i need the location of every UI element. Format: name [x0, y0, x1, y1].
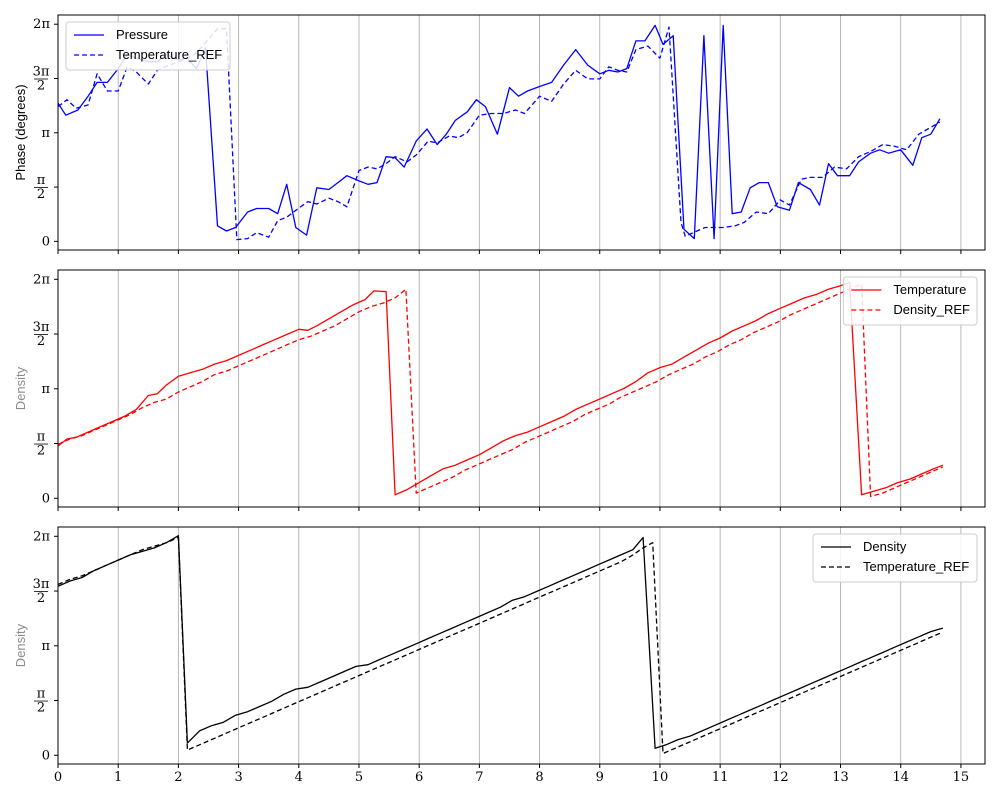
x-tick-label: 5	[355, 770, 363, 785]
y-tick-label: 2π	[33, 17, 50, 32]
series-line-temperature	[57, 281, 944, 496]
y-tick-label-denominator: 2	[37, 701, 45, 716]
legend-label: Temperature_REF	[116, 47, 222, 62]
x-tick-label: 6	[415, 770, 423, 785]
x-tick-label: 13	[832, 770, 849, 785]
y-tick-label-denominator: 2	[37, 444, 45, 459]
x-tick-label: 15	[953, 770, 970, 785]
legend-label: Pressure	[116, 27, 168, 42]
legend-label: Temperature_REF	[863, 559, 969, 574]
y-tick-label-denominator: 2	[37, 79, 45, 94]
x-tick-label: 2	[174, 770, 182, 785]
panel-density: 0 1 2 3 4 5 6 7 8 9 10 11 12 13 14 150π2π3π22πDensityDe…	[13, 526, 986, 785]
legend-label: Temperature	[893, 282, 966, 297]
legend-box	[812, 533, 978, 583]
y-axis-label: Phase (degrees)	[13, 84, 28, 180]
y-tick-label: 2π	[33, 272, 50, 287]
y-tick-label: π	[37, 173, 46, 188]
x-tick-label: 9	[596, 770, 604, 785]
legend-label: Density	[863, 539, 907, 554]
x-tick-label: 7	[475, 770, 483, 785]
legend-box	[842, 276, 978, 326]
y-tick-label-denominator: 2	[37, 591, 45, 606]
series-line-density-ref	[57, 283, 944, 498]
legend-label: Density_REF	[893, 302, 970, 317]
y-tick-label: π	[41, 126, 50, 141]
x-tick-label: 12	[772, 770, 789, 785]
y-tick-label: 0	[42, 748, 50, 763]
x-tick-label: 14	[892, 770, 909, 785]
series-line-density	[57, 535, 944, 749]
x-tick-label: 0	[54, 770, 62, 785]
y-tick-label: π	[41, 382, 50, 397]
y-axis-label: Density	[13, 366, 28, 410]
y-tick-label: 3π	[33, 320, 50, 335]
y-tick-label: 3π	[33, 577, 50, 592]
y-tick-label: 0	[42, 491, 50, 506]
y-tick-label: π	[37, 430, 46, 445]
y-tick-label: π	[41, 639, 50, 654]
x-tick-label: 11	[712, 770, 729, 785]
x-tick-label: 1	[114, 770, 122, 785]
y-axis-label: Density	[13, 623, 28, 667]
legend-box	[65, 21, 231, 71]
x-tick-label: 8	[535, 770, 543, 785]
series-line-temperature-ref	[57, 536, 941, 755]
y-tick-label: π	[37, 687, 46, 702]
y-tick-label: 3π	[33, 65, 50, 80]
x-tick-label: 10	[652, 770, 669, 785]
x-tick-label: 3	[234, 770, 242, 785]
y-tick-label-denominator: 2	[37, 334, 45, 349]
y-tick-label: 2π	[33, 529, 50, 544]
y-tick-label-denominator: 2	[37, 187, 45, 202]
x-tick-label: 4	[295, 770, 303, 785]
y-tick-label: 0	[42, 234, 50, 249]
